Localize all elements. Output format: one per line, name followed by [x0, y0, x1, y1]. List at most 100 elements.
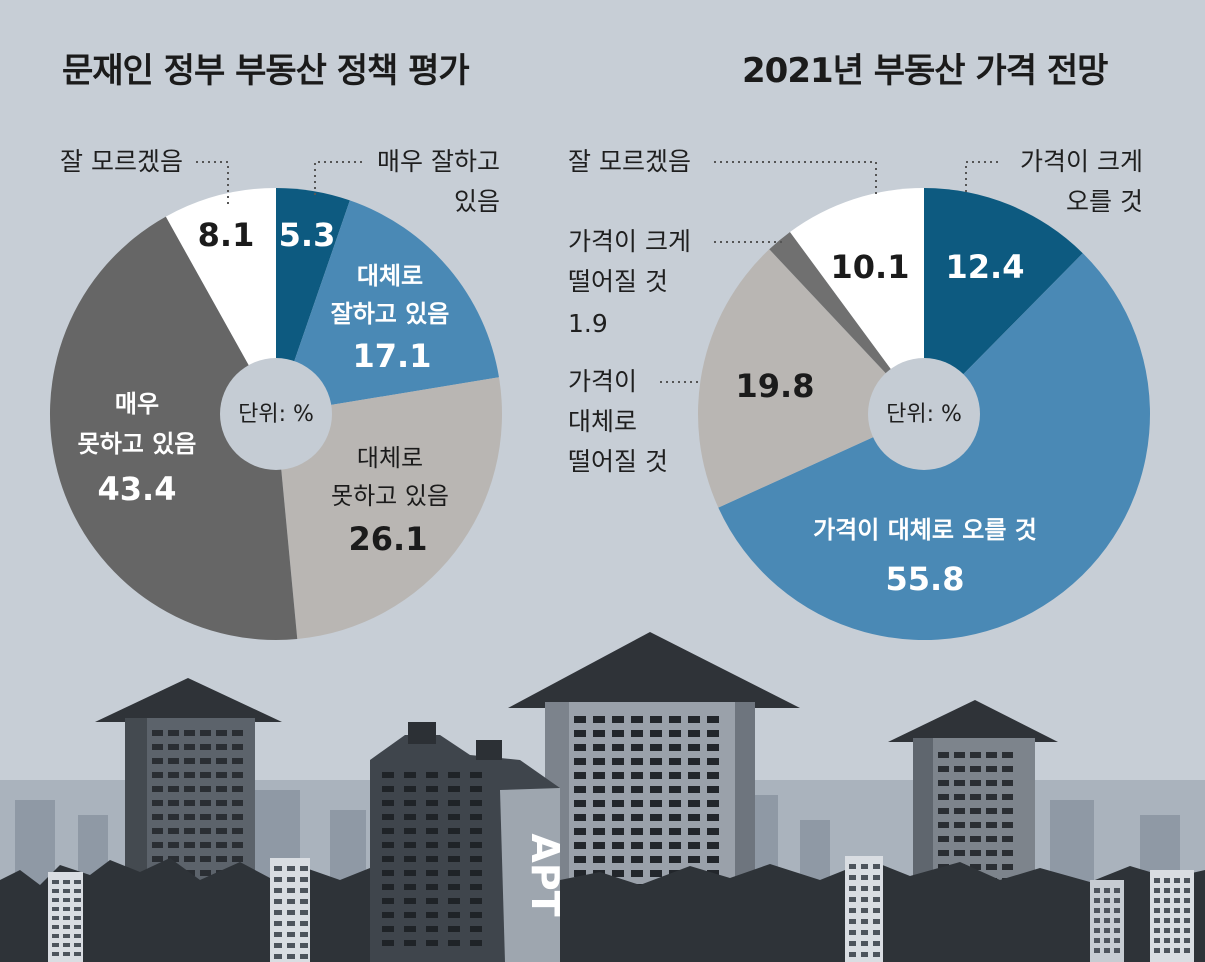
window: [631, 716, 643, 723]
left-pie-slice-3: [49, 216, 298, 641]
window: [650, 842, 662, 849]
window: [274, 932, 282, 937]
window: [404, 828, 416, 834]
window: [382, 828, 394, 834]
window: [74, 916, 81, 920]
window: [52, 925, 59, 929]
window: [669, 842, 681, 849]
window: [1184, 898, 1190, 903]
window: [986, 752, 997, 758]
window: [287, 888, 295, 893]
window: [612, 786, 624, 793]
window: [470, 786, 482, 792]
window: [52, 898, 59, 902]
window: [1154, 898, 1160, 903]
window: [470, 870, 482, 876]
window: [612, 870, 624, 877]
window: [954, 836, 965, 842]
city-skyline-illustration: APT: [0, 632, 1205, 962]
window: [168, 828, 179, 834]
window: [669, 814, 681, 821]
window: [300, 910, 308, 915]
window: [849, 930, 856, 935]
window: [1174, 928, 1180, 933]
left-slice-label-bad-line1: 대체로: [357, 444, 423, 472]
window: [612, 744, 624, 751]
window: [63, 880, 70, 884]
left-slice-label-good-line1: 대체로: [357, 262, 423, 290]
pie-chart-policy-evaluation: [49, 188, 503, 641]
window: [1104, 908, 1110, 913]
window: [1094, 938, 1100, 943]
window: [382, 940, 394, 946]
left-callout-very-good-line2: 있음: [454, 187, 500, 216]
window: [1174, 938, 1180, 943]
left-callout-very-good-line1: 매우 잘하고: [377, 147, 500, 176]
left-slice-label-bad-line2: 못하고 있음: [331, 482, 449, 510]
window: [274, 888, 282, 893]
window: [382, 898, 394, 904]
right-callout-big-fall-value: 1.9: [568, 309, 608, 338]
window: [448, 814, 460, 820]
window: [1154, 918, 1160, 923]
window: [1104, 898, 1110, 903]
left-callout-unknown: 잘 모르겠음: [60, 147, 183, 176]
window: [168, 744, 179, 750]
window: [574, 772, 586, 779]
window: [1094, 888, 1100, 893]
window: [574, 730, 586, 737]
window: [74, 943, 81, 947]
window: [873, 897, 880, 902]
window: [574, 800, 586, 807]
window: [669, 786, 681, 793]
window: [426, 940, 438, 946]
window: [593, 772, 605, 779]
left-slice-value-very-good: 5.3: [279, 216, 336, 254]
window: [861, 886, 868, 891]
window: [873, 919, 880, 924]
window: [404, 884, 416, 890]
window: [1174, 908, 1180, 913]
window: [650, 716, 662, 723]
window: [1184, 918, 1190, 923]
window: [300, 954, 308, 959]
window: [74, 925, 81, 929]
window: [688, 842, 700, 849]
window: [74, 934, 81, 938]
window: [382, 772, 394, 778]
window: [861, 864, 868, 869]
window: [1184, 948, 1190, 953]
window: [300, 899, 308, 904]
window: [1114, 888, 1120, 893]
right-pie-center-hole: [868, 358, 980, 470]
window: [216, 786, 227, 792]
window: [168, 856, 179, 862]
left-slice-value-unknown: 8.1: [198, 216, 255, 254]
window: [1164, 928, 1170, 933]
window: [612, 772, 624, 779]
window: [63, 889, 70, 893]
window: [650, 772, 662, 779]
window: [200, 758, 211, 764]
window: [669, 772, 681, 779]
window: [688, 758, 700, 765]
right-callout-big-rise-leader: [965, 161, 998, 195]
window: [470, 828, 482, 834]
window: [232, 842, 243, 848]
window: [404, 772, 416, 778]
window: [954, 808, 965, 814]
window: [1164, 948, 1170, 953]
window: [1002, 836, 1013, 842]
window: [470, 940, 482, 946]
window: [216, 856, 227, 862]
left-slice-value-very-bad: 43.4: [98, 470, 177, 508]
window: [470, 856, 482, 862]
window: [274, 866, 282, 871]
window: [970, 808, 981, 814]
window: [1094, 928, 1100, 933]
window: [168, 772, 179, 778]
window: [426, 912, 438, 918]
window: [1174, 878, 1180, 883]
window: [954, 780, 965, 786]
window: [382, 912, 394, 918]
